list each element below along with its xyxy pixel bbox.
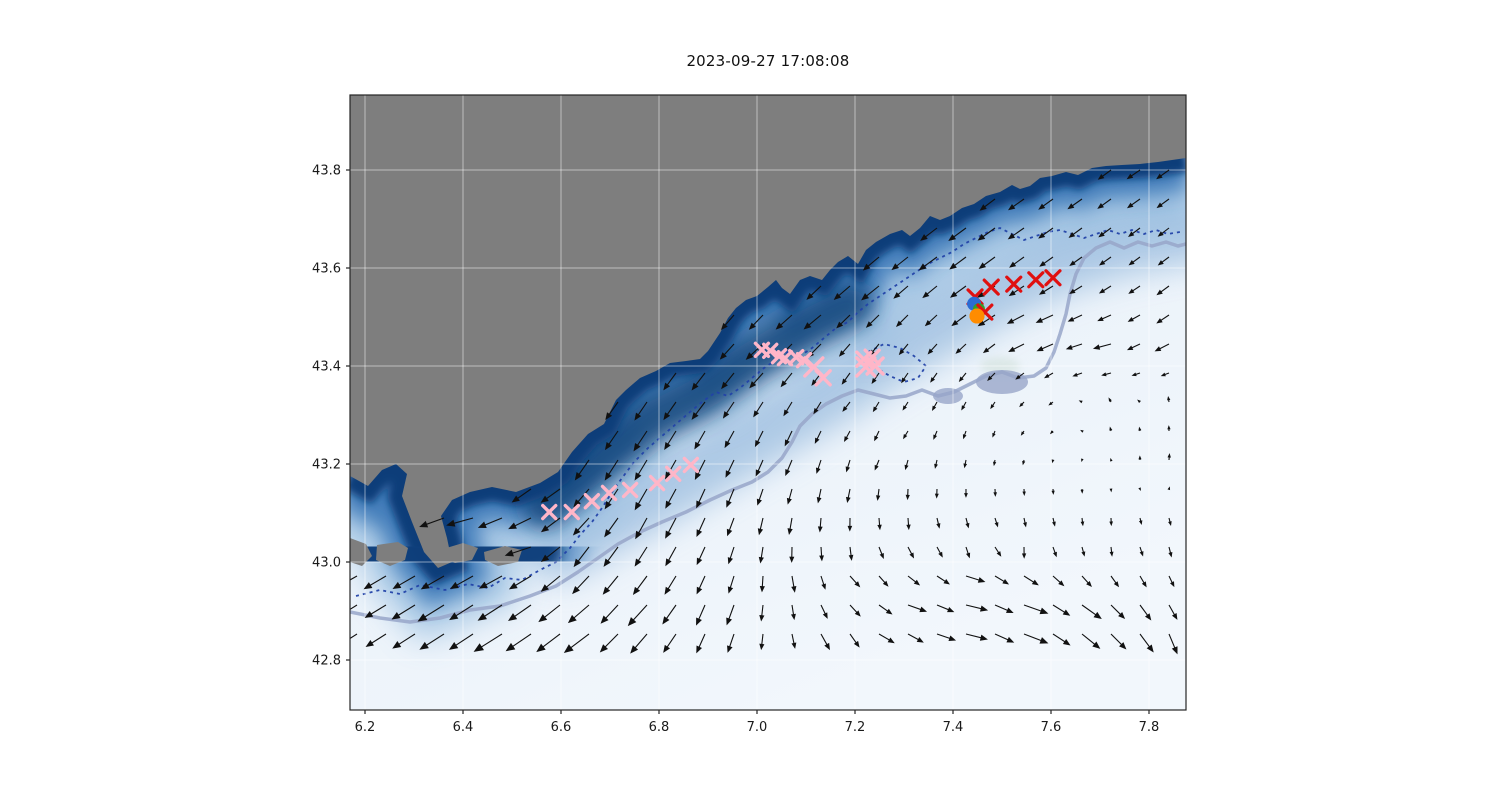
x-marker [563, 503, 580, 521]
x-marker [682, 456, 700, 474]
x-marker [1027, 271, 1045, 289]
y-tick-label: 43.6 [312, 262, 341, 277]
x-marker [795, 351, 813, 369]
x-marker [583, 493, 601, 510]
axis-layer: 6.2 6.4 6.6 6.8 7.0 7.2 7.4 7.6 7.8 43.8 43.6 43.4 4… [312, 94, 1187, 735]
map-layers [350, 95, 1186, 710]
y-tick-label: 43.4 [312, 360, 341, 375]
x-marker [814, 369, 832, 387]
x-marker [541, 503, 558, 521]
plot-title: 2023-09-27 17:08:08 [686, 52, 850, 70]
marker-layer [541, 269, 1062, 521]
island [484, 546, 522, 566]
x-marker [648, 474, 666, 492]
x-tick-label: 7.8 [1139, 720, 1160, 735]
x-tick-label: 7.4 [943, 720, 964, 735]
x-tick-label: 7.6 [1041, 720, 1062, 735]
orange-dot-top [969, 308, 985, 324]
island [350, 538, 372, 566]
quiver-layer [350, 169, 1178, 655]
island [376, 542, 408, 566]
x-tick-label: 6.4 [453, 720, 474, 735]
y-tick-label: 43.0 [312, 556, 341, 571]
x-tick-label: 7.2 [845, 720, 866, 735]
x-tick-label: 6.2 [355, 720, 376, 735]
x-marker [863, 348, 881, 366]
y-tick-label: 43.2 [312, 458, 341, 473]
x-marker [1044, 269, 1062, 287]
x-marker [762, 342, 779, 360]
x-marker [621, 481, 639, 499]
x-tick-label: 6.6 [551, 720, 572, 735]
x-marker [1005, 275, 1023, 293]
x-marker [665, 465, 682, 482]
y-tick-label: 42.8 [312, 654, 341, 669]
island [443, 543, 478, 563]
land-layer [350, 95, 1186, 568]
x-marker [982, 278, 1000, 296]
x-tick-label: 7.0 [747, 720, 768, 735]
x-marker [865, 356, 885, 376]
x-tick-label: 6.8 [649, 720, 670, 735]
y-tick-label: 43.8 [312, 164, 341, 179]
x-marker [600, 484, 618, 502]
